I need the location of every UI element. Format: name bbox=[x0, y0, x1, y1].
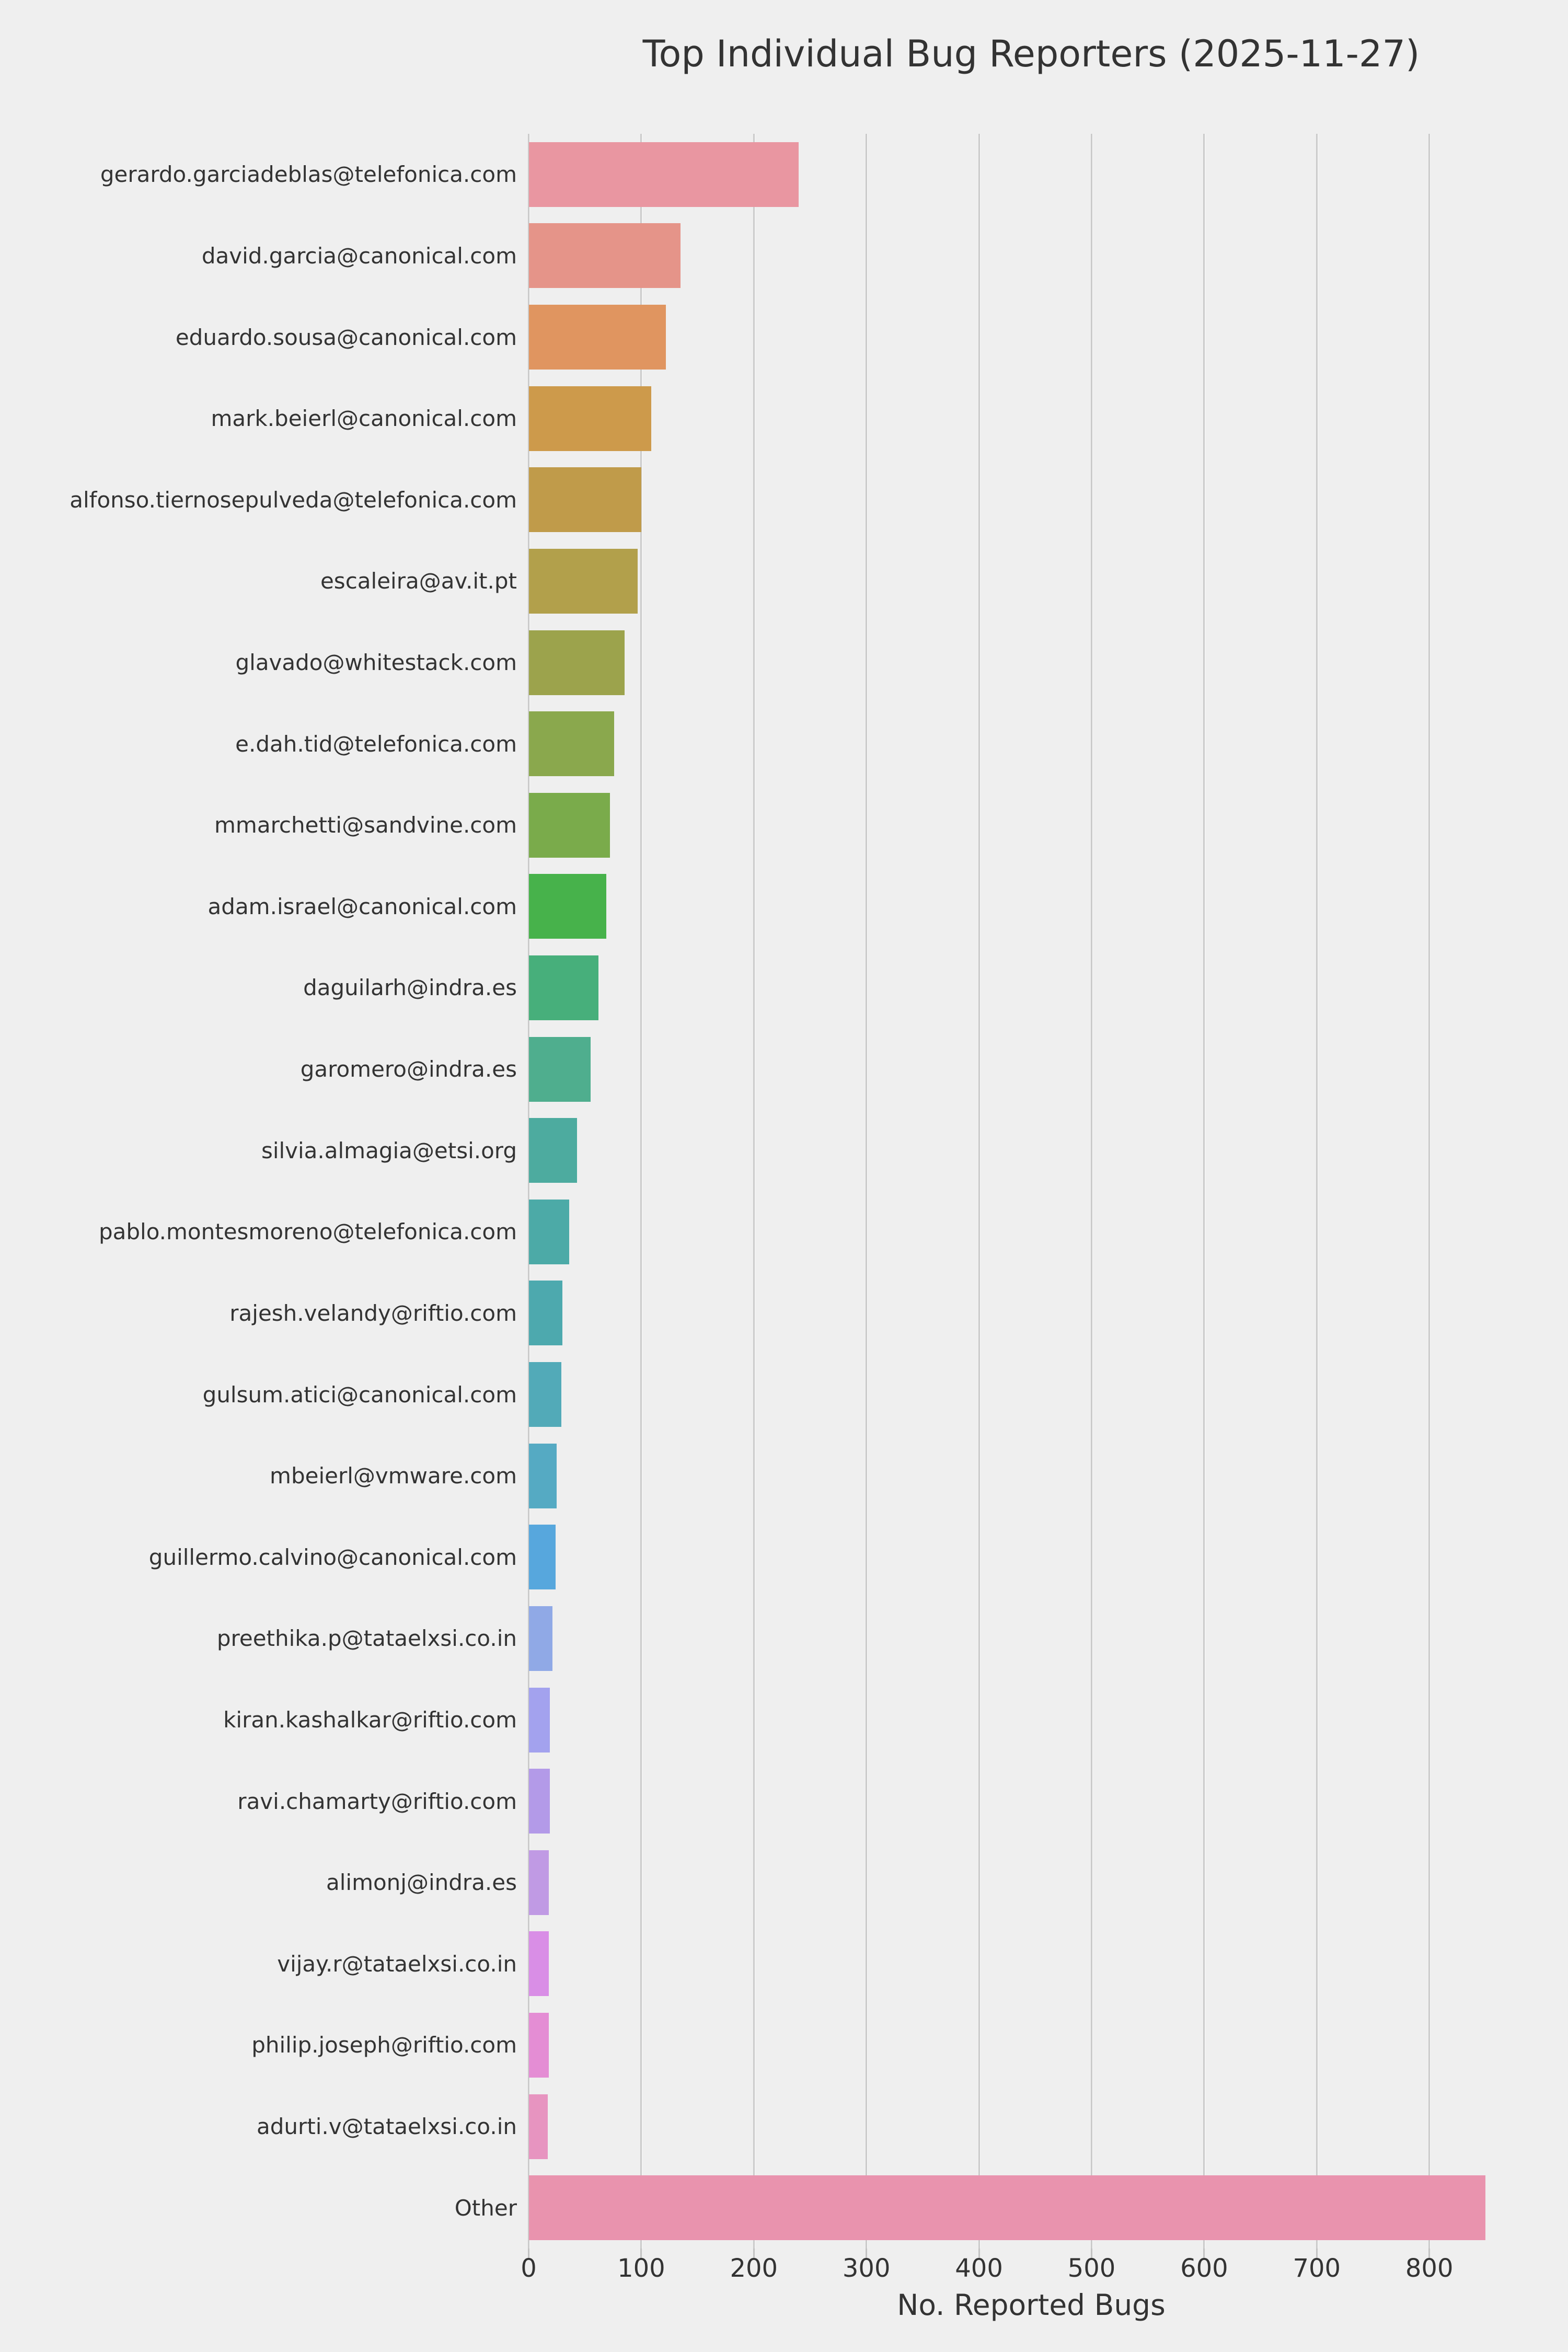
bar-15 bbox=[528, 1362, 561, 1427]
bar-17 bbox=[528, 1525, 556, 1590]
x-tick-label-300: 300 bbox=[842, 2254, 891, 2283]
bar-0 bbox=[528, 142, 799, 207]
x-tick-mark-400 bbox=[978, 2249, 980, 2258]
y-tick-label-5: escaleira@av.it.pt bbox=[320, 568, 517, 594]
x-tick-mark-100 bbox=[640, 2249, 642, 2258]
gridline-x-700 bbox=[1316, 134, 1318, 2249]
x-tick-label-800: 800 bbox=[1405, 2254, 1454, 2283]
y-tick-label-22: vijay.r@tataelxsi.co.in bbox=[277, 1951, 517, 1977]
y-tick-label-4: alfonso.tiernosepulveda@telefonica.com bbox=[70, 487, 517, 513]
bar-16 bbox=[528, 1443, 557, 1508]
y-tick-label-1: david.garcia@canonical.com bbox=[201, 243, 517, 269]
y-tick-label-11: garomero@indra.es bbox=[300, 1056, 517, 1082]
gridline-x-400 bbox=[978, 134, 981, 2249]
y-tick-label-16: mbeierl@vmware.com bbox=[270, 1463, 517, 1489]
y-tick-label-17: guillermo.calvino@canonical.com bbox=[148, 1544, 517, 1570]
bar-3 bbox=[528, 386, 652, 451]
y-tick-label-13: pablo.montesmoreno@telefonica.com bbox=[98, 1219, 517, 1245]
y-tick-label-7: e.dah.tid@telefonica.com bbox=[235, 731, 517, 757]
x-tick-mark-500 bbox=[1090, 2249, 1092, 2258]
bar-21 bbox=[528, 1850, 549, 1915]
y-tick-label-18: preethika.p@tataelxsi.co.in bbox=[216, 1625, 517, 1652]
y-tick-label-19: kiran.kashalkar@riftio.com bbox=[223, 1707, 517, 1733]
x-tick-label-200: 200 bbox=[730, 2254, 778, 2283]
y-tick-label-12: silvia.almagia@etsi.org bbox=[261, 1137, 517, 1163]
y-tick-label-10: daguilarh@indra.es bbox=[303, 975, 517, 1001]
bar-22 bbox=[528, 1931, 549, 1997]
gridline-x-0 bbox=[528, 134, 530, 2249]
bar-1 bbox=[528, 223, 681, 289]
bar-11 bbox=[528, 1036, 591, 1102]
x-tick-label-400: 400 bbox=[955, 2254, 1003, 2283]
x-tick-mark-200 bbox=[753, 2249, 755, 2258]
bar-13 bbox=[528, 1199, 570, 1264]
bar-5 bbox=[528, 548, 638, 614]
x-tick-mark-600 bbox=[1203, 2249, 1205, 2258]
x-tick-label-700: 700 bbox=[1293, 2254, 1341, 2283]
y-tick-label-20: ravi.chamarty@riftio.com bbox=[237, 1788, 517, 1814]
gridline-x-100 bbox=[640, 134, 643, 2249]
y-tick-label-9: adam.israel@canonical.com bbox=[207, 893, 517, 919]
x-tick-label-100: 100 bbox=[617, 2254, 665, 2283]
x-axis-label: No. Reported Bugs bbox=[897, 2288, 1166, 2322]
bar-4 bbox=[528, 467, 641, 533]
bar-20 bbox=[528, 1769, 550, 1834]
bar-8 bbox=[528, 792, 610, 858]
y-tick-label-2: eduardo.sousa@canonical.com bbox=[175, 324, 517, 350]
y-tick-label-15: gulsum.atici@canonical.com bbox=[202, 1381, 517, 1408]
bar-9 bbox=[528, 874, 607, 939]
bar-18 bbox=[528, 1606, 552, 1671]
x-tick-label-600: 600 bbox=[1180, 2254, 1228, 2283]
bar-10 bbox=[528, 955, 599, 1020]
bar-25 bbox=[528, 2175, 1486, 2241]
y-tick-label-8: mmarchetti@sandvine.com bbox=[214, 812, 517, 838]
x-tick-mark-0 bbox=[528, 2249, 529, 2258]
gridline-x-300 bbox=[866, 134, 868, 2249]
bar-24 bbox=[528, 2094, 548, 2159]
x-tick-mark-800 bbox=[1428, 2249, 1431, 2258]
bar-19 bbox=[528, 1687, 550, 1753]
y-tick-label-3: mark.beierl@canonical.com bbox=[211, 406, 517, 432]
y-tick-label-14: rajesh.velandy@riftio.com bbox=[229, 1300, 517, 1326]
x-tick-mark-300 bbox=[866, 2249, 868, 2258]
bar-23 bbox=[528, 2012, 549, 2078]
chart-title: Top Individual Bug Reporters (2025-11-27… bbox=[642, 32, 1420, 75]
gridline-x-800 bbox=[1428, 134, 1431, 2249]
x-tick-label-0: 0 bbox=[521, 2254, 537, 2283]
bar-14 bbox=[528, 1281, 563, 1346]
y-tick-label-23: philip.joseph@riftio.com bbox=[251, 2032, 517, 2058]
y-tick-label-6: glavado@whitestack.com bbox=[235, 649, 517, 675]
y-tick-label-25: Other bbox=[454, 2195, 517, 2221]
x-tick-label-500: 500 bbox=[1067, 2254, 1116, 2283]
y-tick-label-24: adurti.v@tataelxsi.co.in bbox=[257, 2114, 517, 2140]
gridline-x-200 bbox=[753, 134, 755, 2249]
bar-6 bbox=[528, 630, 625, 695]
y-tick-label-21: alimonj@indra.es bbox=[326, 1870, 517, 1896]
gridline-x-500 bbox=[1090, 134, 1093, 2249]
bar-12 bbox=[528, 1118, 578, 1183]
bar-7 bbox=[528, 711, 615, 777]
bar-2 bbox=[528, 305, 666, 370]
x-tick-mark-700 bbox=[1316, 2249, 1318, 2258]
y-tick-label-0: gerardo.garciadeblas@telefonica.com bbox=[100, 162, 517, 188]
gridline-x-600 bbox=[1203, 134, 1206, 2249]
